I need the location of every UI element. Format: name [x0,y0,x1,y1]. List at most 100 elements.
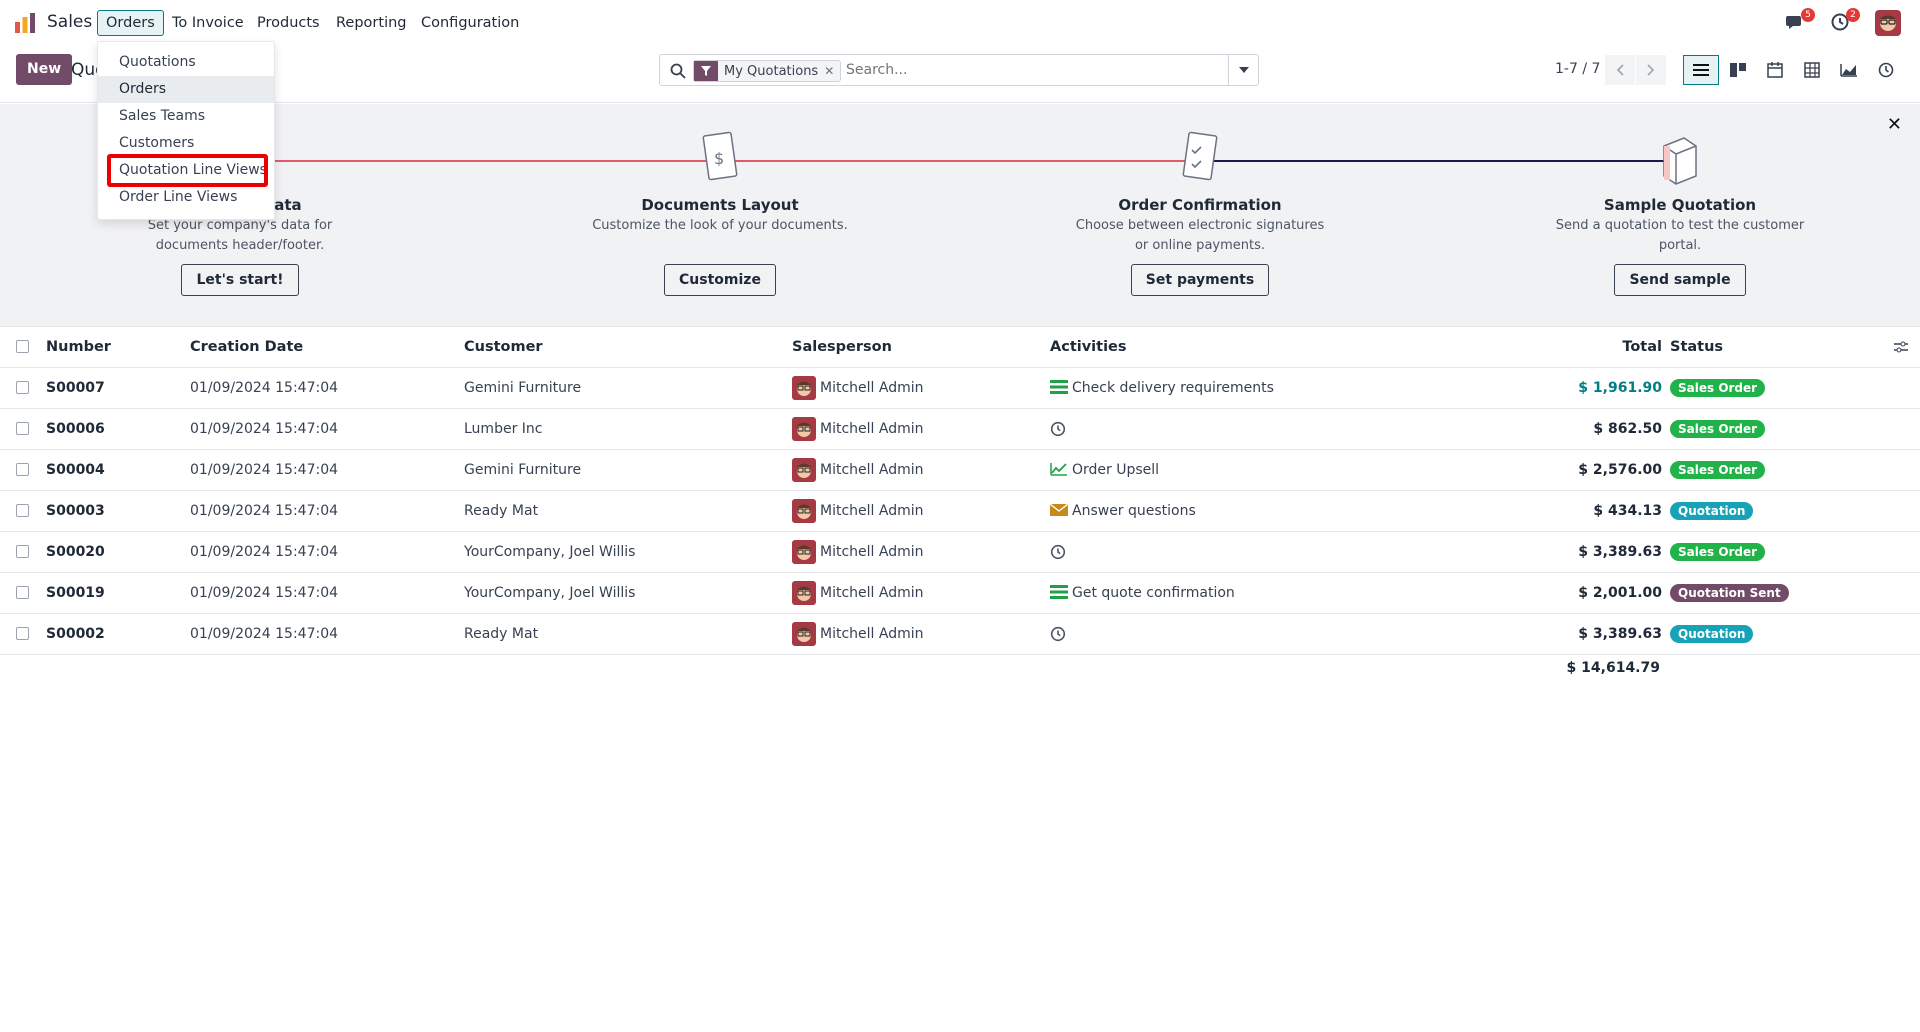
search-input[interactable] [846,55,1216,85]
activity-cell[interactable]: Get quote confirmation [1050,584,1300,601]
dropdown-item-quotation-line-views[interactable]: Quotation Line Views [98,154,274,187]
order-confirmation-illustration [1182,131,1218,181]
list-icon[interactable] [1050,584,1068,601]
header-status[interactable]: Status [1670,338,1724,355]
messages-icon[interactable]: 5 [1785,8,1815,34]
creation-date: 01/09/2024 15:47:04 [190,531,464,573]
filter-icon [694,61,718,81]
step-description: Send a quotation to test the customer po… [1555,218,1805,253]
table-row[interactable]: S00002 01/09/2024 15:47:04 Ready Mat Mitche… [0,613,1920,655]
lets-start-button[interactable]: Let's start! [181,264,299,296]
activity-cell[interactable] [1050,421,1300,437]
activity-cell[interactable] [1050,626,1300,642]
activities-badge: 2 [1846,8,1860,22]
activity-cell[interactable] [1050,544,1300,560]
search-options-toggle[interactable] [1228,55,1258,85]
activity-summary: Answer questions [1072,502,1196,519]
activity-summary: Check delivery requirements [1072,379,1274,396]
activity-view-button[interactable] [1868,55,1904,85]
optional-columns-icon[interactable] [1894,340,1908,354]
remove-facet-icon[interactable]: ✕ [824,64,835,78]
row-checkbox[interactable] [16,381,29,394]
activity-cell[interactable]: Answer questions [1049,502,1300,519]
row-checkbox[interactable] [16,463,29,476]
order-number: S00007 [46,367,190,409]
table-row[interactable]: S00006 01/09/2024 15:47:04 Lumber Inc Mitch… [0,408,1920,450]
creation-date: 01/09/2024 15:47:04 [190,490,464,532]
customize-button[interactable]: Customize [664,264,776,296]
new-button[interactable]: New [16,54,73,85]
menu-products[interactable]: Products [257,15,320,31]
row-checkbox[interactable] [16,545,29,558]
status-badge: Sales Order [1670,419,1766,438]
dropdown-item-sales-teams[interactable]: Sales Teams [119,108,206,124]
header-activities[interactable]: Activities [1050,327,1300,368]
table-row[interactable]: S00004 01/09/2024 15:47:04 Gemini Furnitur… [0,449,1920,491]
close-onboarding-icon[interactable]: ✕ [1886,114,1902,135]
onboarding-progress-line [1200,160,1680,162]
row-checkbox[interactable] [16,586,29,599]
calendar-view-button[interactable] [1757,55,1793,85]
dropdown-item-orders[interactable]: Orders [98,76,274,103]
pager-previous[interactable] [1605,55,1635,85]
row-checkbox[interactable] [16,627,29,640]
menu-orders[interactable]: Orders [97,10,164,36]
activities-clock-icon[interactable]: 2 [1830,8,1860,34]
table-row[interactable]: S00020 01/09/2024 15:47:04 YourCompany, Jo… [0,531,1920,573]
list-icon[interactable] [1050,379,1068,396]
header-total[interactable]: Total [1300,327,1670,368]
grand-total: $ 14,614.79 [1566,660,1660,676]
header-creation-date[interactable]: Creation Date [190,327,464,368]
clock-icon[interactable] [1050,626,1068,642]
set-payments-button[interactable]: Set payments [1130,264,1270,296]
clock-icon[interactable] [1050,421,1068,437]
row-checkbox[interactable] [16,504,29,517]
dropdown-item-quotations[interactable]: Quotations [119,54,196,70]
customer-name: Ready Mat [464,490,792,532]
dropdown-item-customers[interactable]: Customers [119,135,195,151]
pager-next[interactable] [1636,55,1666,85]
order-number: S00003 [46,490,190,532]
salesperson-name: Mitchell Admin [820,543,924,560]
menu-configuration[interactable]: Configuration [421,15,520,31]
onboarding-step-sample-quotation: Sample Quotation Send a quotation to tes… [1550,126,1810,296]
row-checkbox[interactable] [16,422,29,435]
quotations-list: Number Creation Date Customer Salesperso… [0,327,1920,655]
salesperson-avatar [792,498,816,523]
kanban-view-button[interactable] [1720,55,1756,85]
onboarding-step-documents-layout: $ Documents Layout Customize the look of… [590,126,850,296]
app-name[interactable]: Sales [47,12,93,32]
sales-app-icon[interactable] [14,12,36,34]
activity-cell[interactable]: Order Upsell [1050,462,1300,478]
send-sample-button[interactable]: Send sample [1614,264,1746,296]
graph-view-button[interactable] [1831,55,1867,85]
header-number[interactable]: Number [46,327,190,368]
creation-date: 01/09/2024 15:47:04 [190,408,464,450]
salesperson-avatar [792,580,816,605]
svg-text:$: $ [714,149,724,168]
header-customer[interactable]: Customer [464,327,792,368]
customer-name: Ready Mat [464,613,792,655]
clock-icon[interactable] [1050,544,1068,560]
list-view-button[interactable] [1683,55,1719,85]
table-row[interactable]: S00003 01/09/2024 15:47:04 Ready Mat Mitche… [0,490,1920,532]
chevron-right-icon [1647,64,1655,76]
dropdown-item-order-line-views[interactable]: Order Line Views [119,189,238,205]
onboarding-step-order-confirmation: Order Confirmation Choose between electr… [1070,126,1330,296]
menu-to-invoice[interactable]: To Invoice [172,15,244,31]
status-badge: Quotation [1670,501,1754,520]
pivot-view-button[interactable] [1794,55,1830,85]
search-bar[interactable]: My Quotations ✕ [659,54,1259,86]
select-all-checkbox[interactable] [16,340,29,354]
activity-cell[interactable]: Check delivery requirements [1050,379,1300,396]
table-row[interactable]: S00007 01/09/2024 15:47:04 Gemini Furnitur… [0,367,1920,409]
table-row[interactable]: S00019 01/09/2024 15:47:04 YourCompany, Jo… [0,572,1920,614]
menu-reporting[interactable]: Reporting [336,15,407,31]
chart-icon[interactable] [1050,462,1068,478]
order-number: S00019 [46,572,190,614]
header-salesperson[interactable]: Salesperson [792,327,1050,368]
table-header-row: Number Creation Date Customer Salesperso… [0,327,1920,368]
envelope-icon[interactable] [1049,502,1069,519]
user-avatar[interactable] [1875,10,1901,36]
pager-value[interactable]: 1-7 / 7 [1555,61,1601,77]
